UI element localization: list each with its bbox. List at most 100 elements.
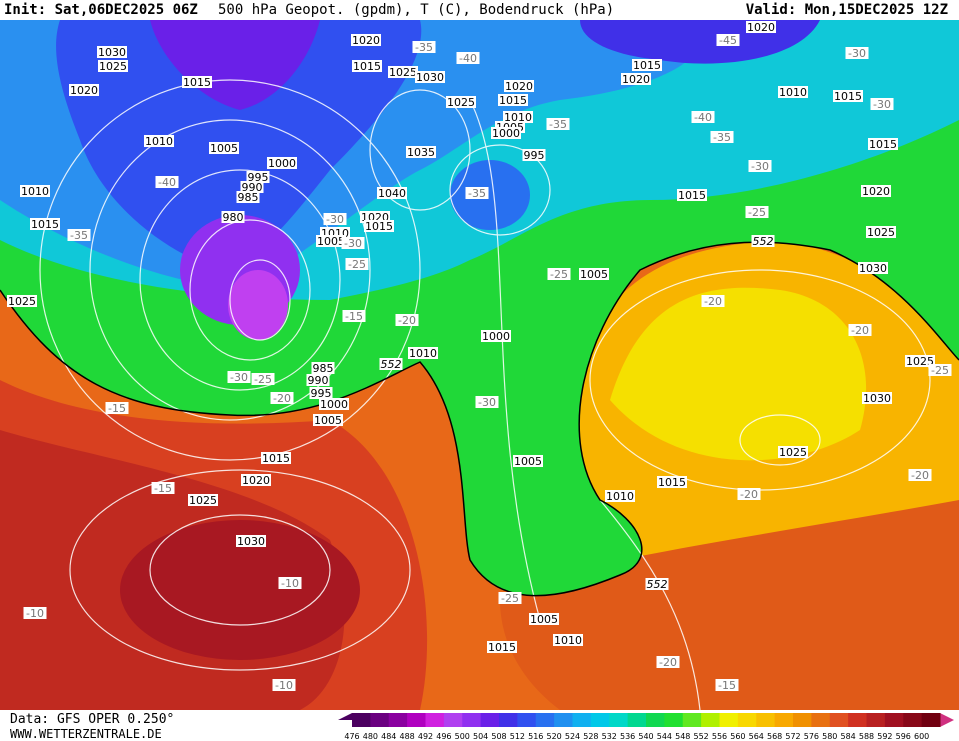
isobar-label-box [30,218,60,230]
isobar-label-box [657,476,687,488]
isobar-label-box [866,226,896,238]
isobar-label: 1010 [779,86,807,99]
isobar-label: 1005 [530,613,558,626]
colorbar-swatch [866,713,886,727]
isobar-label-box [553,634,583,646]
isobar-label-box [319,398,349,410]
isobar-label: 1020 [352,34,380,47]
temperature-label-box [737,488,761,500]
isobar-label-box [313,414,343,426]
temperature-label: -30 [478,396,496,409]
isobar-label: 1040 [378,187,406,200]
colorbar-low-arrow [338,713,352,727]
colorbar-label: 480 [363,732,378,741]
isobar-label: 1030 [863,392,891,405]
colorbar-label: 544 [657,732,672,741]
isobar-label-box [267,157,297,169]
isobar-label: 1020 [747,21,775,34]
temperature-label-box [701,295,725,307]
init-time: Init: Sat,06DEC2025 06Z [4,2,198,18]
temperature-label-box [272,679,296,691]
temperature-label: -40 [694,111,712,124]
temperature-label-box [691,111,715,123]
height-label-box [379,358,403,370]
colorbar-swatch [884,713,904,727]
isobar-label: 990 [308,374,329,387]
temperature-label: -35 [468,187,486,200]
temperature-label: -25 [550,268,568,281]
isobar-label: 1015 [678,189,706,202]
isobar-label: 1015 [31,218,59,231]
isobar-label: 995 [524,149,545,162]
height-label-box [645,578,669,590]
isobar-label: 1005 [514,455,542,468]
isobar-label: 1015 [262,452,290,465]
map-labels: 1030102510201015101010051000995990985980… [7,21,952,692]
isobar-label-box [97,46,127,58]
temperature-label-box [710,131,734,143]
colorbar-label: 560 [730,732,745,741]
colorbar-label: 576 [804,732,819,741]
colorbar-swatch [719,713,739,727]
colorbar-label: 580 [822,732,837,741]
temperature-label: -30 [873,98,891,111]
data-source: Data: GFS OPER 0.250° [10,712,174,727]
isobar-label: 1015 [633,59,661,72]
isobar-label: 1015 [365,220,393,233]
colorbar-swatch [590,713,610,727]
isobar-label: 1015 [499,94,527,107]
colorbar-label: 520 [546,732,561,741]
isobar-label-box [240,181,264,193]
temperature-label: -35 [549,118,567,131]
colorbar-label: 528 [583,732,598,741]
isobar-label-box [504,80,534,92]
colorbar-label: 540 [638,732,653,741]
isobar-label-box [236,191,260,203]
isobar-label-box [406,146,436,158]
colorbar-swatch [682,713,702,727]
temperature-label: -25 [501,592,519,605]
temperature-label-box [498,592,522,604]
temperature-label-box [547,268,571,280]
colorbar-label: 512 [510,732,525,741]
isobar-label: 1015 [869,138,897,151]
isobar-label: 1025 [99,60,127,73]
isobar-label-box [306,374,330,386]
isobar-label: 1010 [145,135,173,148]
temperature-label: -20 [659,656,677,669]
colorbar-swatch [425,713,445,727]
colorbar-swatch [370,713,390,727]
temperature-label-box [345,258,369,270]
colorbar-label: 588 [859,732,874,741]
temperature-label: -25 [748,206,766,219]
isobar-label: 1020 [70,84,98,97]
isobar-label: 1015 [834,90,862,103]
temperature-label-box [412,41,436,53]
height-label: 552 [381,358,402,371]
isobar-label: 1015 [353,60,381,73]
isobar-label-box [862,392,892,404]
isobar-label-box [7,295,37,307]
colorbar-label: 496 [436,732,451,741]
temperature-label-box [870,98,894,110]
isobar-label: 990 [242,181,263,194]
temperature-label-box [342,310,366,322]
temperature-label: -20 [740,488,758,501]
temperature-label: -20 [704,295,722,308]
isobar-label-box [677,189,707,201]
temperature-label-box [23,607,47,619]
temperature-label-box [105,402,129,414]
colorbar-swatch [480,713,500,727]
temperature-label: -45 [719,34,737,47]
colorbar-swatch [535,713,555,727]
isobar-label-box [377,187,407,199]
height-label: 552 [647,578,668,591]
temperature-label-box [155,176,179,188]
isobar-label-box [833,90,863,102]
temperature-label: -40 [459,52,477,65]
colorbar-label: 504 [473,732,488,741]
height-label-box [751,235,775,247]
temperature-label-box [716,34,740,46]
temperature-label: -30 [326,213,344,226]
